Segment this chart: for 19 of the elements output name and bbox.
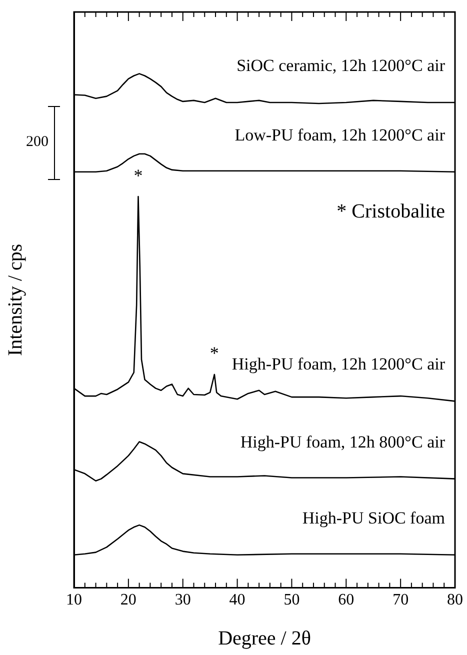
annotation: * Cristobalite bbox=[336, 200, 446, 222]
y-axis-title: Intensity / cps bbox=[4, 244, 26, 356]
scale-bar: 200 bbox=[26, 106, 68, 180]
x-axis-title: Degree / 2θ bbox=[218, 627, 311, 650]
series-label: High-PU foam, 12h 1200°C air bbox=[232, 354, 446, 374]
annotation: * bbox=[210, 343, 219, 364]
series-label: High-PU foam, 12h 800°C air bbox=[240, 432, 446, 452]
x-tick-label: 40 bbox=[229, 592, 246, 609]
series-label: Low-PU foam, 12h 1200°C air bbox=[234, 125, 446, 144]
x-tick-label: 20 bbox=[120, 592, 136, 609]
x-tick-label: 70 bbox=[392, 592, 409, 609]
x-tick-label: 10 bbox=[66, 592, 82, 609]
annotation: * bbox=[134, 165, 143, 186]
series-label: SiOC ceramic, 12h 1200°C air bbox=[236, 56, 446, 75]
x-tick-label: 60 bbox=[338, 592, 354, 609]
x-tick-label: 30 bbox=[174, 592, 191, 609]
x-tick-label: 50 bbox=[284, 592, 300, 609]
series-label: High-PU SiOC foam bbox=[302, 508, 445, 528]
x-tick-label: 80 bbox=[447, 592, 463, 609]
